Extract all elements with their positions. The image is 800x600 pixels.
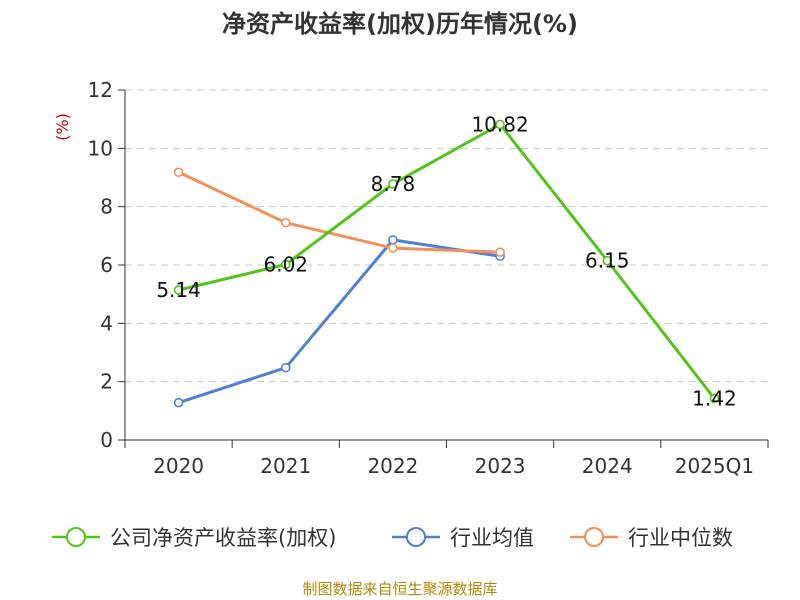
- data-point: [388, 243, 398, 253]
- legend-label: 行业均值: [450, 526, 534, 550]
- data-point: [173, 167, 184, 178]
- gridlines: [125, 89, 768, 383]
- data-point: [280, 362, 291, 373]
- x-tick-label: 2025Q1: [675, 454, 754, 478]
- data-label: 6.15: [585, 249, 630, 273]
- y-tick-label: 8: [100, 195, 113, 219]
- y-tick-label: 10: [88, 136, 113, 160]
- y-axis-unit: (%): [53, 113, 72, 141]
- data-point: [280, 259, 291, 270]
- legend-item: 行业中位数: [570, 526, 733, 550]
- data-point: [280, 217, 291, 228]
- legend-item: 行业均值: [392, 526, 534, 550]
- data-source-note: 制图数据来自恒生聚源数据库: [302, 580, 497, 598]
- x-tick-label: 2022: [367, 454, 418, 478]
- y-tick-label: 0: [100, 428, 113, 452]
- x-tick-label: 2024: [582, 454, 633, 478]
- x-tick-label: 2020: [153, 454, 204, 478]
- data-label: 10.82: [471, 112, 528, 136]
- legend-label: 行业中位数: [628, 526, 733, 550]
- series-line-0: [178, 122, 716, 400]
- data-labels: 5.14 6.02 8.78 10.82 6.15 1.42: [156, 112, 736, 410]
- data-label: 5.14: [156, 278, 201, 302]
- y-tick-label: 6: [100, 253, 113, 277]
- y-tick-label: 2: [100, 370, 113, 394]
- data-point: [602, 255, 613, 266]
- series-group: [173, 119, 720, 408]
- data-point: [495, 247, 505, 257]
- axes: 0 2 4 6 8 10 12 2020 2021 2022 2023 2024 2025Q1: [88, 78, 769, 478]
- legend: 公司净资产收益率(加权) 行业均值 行业中位数: [52, 526, 733, 550]
- x-tick-label: 2021: [260, 454, 311, 478]
- legend-marker: [66, 527, 86, 547]
- data-label: 1.42: [692, 387, 737, 411]
- data-point: [388, 179, 398, 189]
- data-label: 8.78: [371, 172, 416, 196]
- series-line-1: [178, 238, 501, 405]
- chart-title: 净资产收益率(加权)历年情况(%): [222, 10, 578, 38]
- y-tick-label: 12: [88, 78, 113, 102]
- data-point: [388, 235, 398, 245]
- series-line-2: [177, 170, 501, 254]
- x-tick-label: 2023: [475, 454, 526, 478]
- legend-item: 公司净资产收益率(加权): [52, 526, 336, 550]
- legend-marker: [406, 527, 426, 547]
- data-label: 6.02: [263, 252, 308, 276]
- data-point: [173, 397, 184, 408]
- y-tick-label: 4: [100, 311, 113, 335]
- legend-label: 公司净资产收益率(加权): [110, 526, 336, 550]
- data-point: [709, 393, 720, 404]
- data-point: [495, 119, 505, 130]
- data-point: [173, 285, 184, 295]
- legend-marker: [584, 527, 604, 547]
